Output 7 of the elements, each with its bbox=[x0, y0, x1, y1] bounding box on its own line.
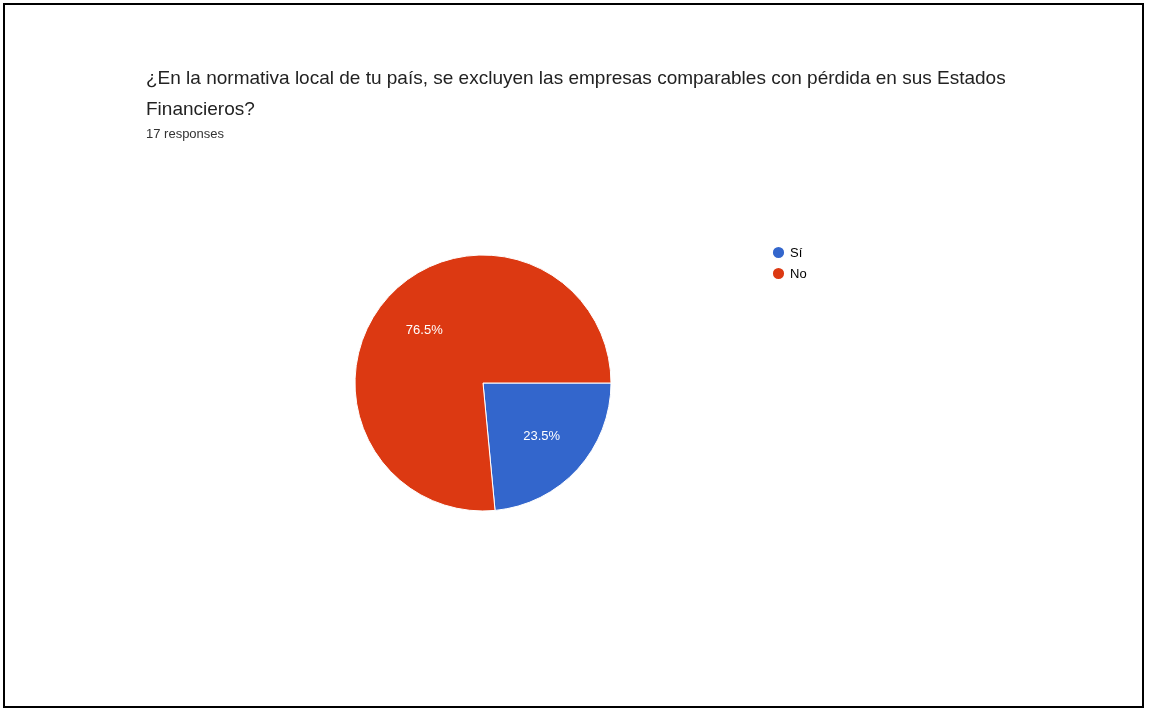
pie-slice bbox=[354, 254, 612, 512]
chart-title: ¿En la normativa local de tu país, se excluyen las empresas comparables con pérdida en sus Estados Financieros? bbox=[146, 66, 1007, 121]
data-label: 76.5% bbox=[405, 321, 444, 337]
data-label: 23.5% bbox=[523, 428, 561, 444]
legend-label: Sí bbox=[790, 244, 803, 260]
text: 17 responses bbox=[146, 126, 225, 141]
legend-label: No bbox=[790, 265, 807, 281]
